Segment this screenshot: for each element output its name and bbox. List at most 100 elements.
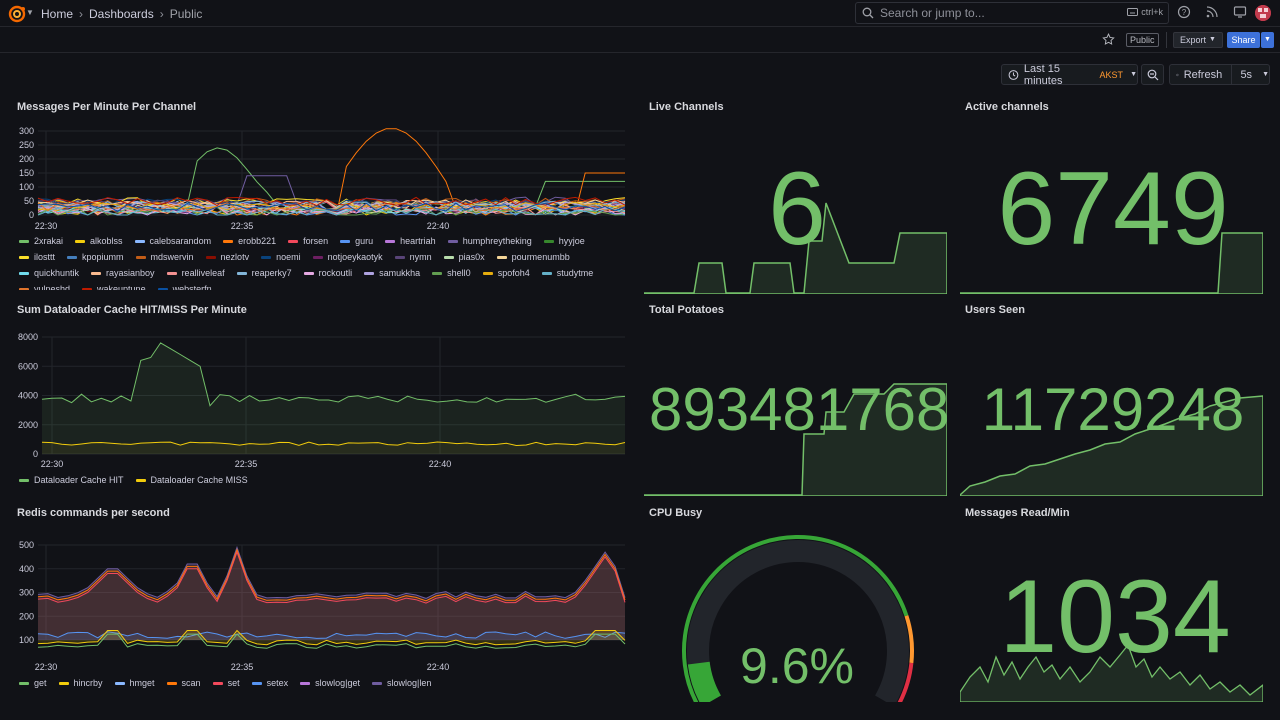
- gauge-track: [687, 540, 909, 702]
- legend-item[interactable]: spofoh4: [482, 267, 530, 280]
- zoom-out-button[interactable]: [1141, 64, 1164, 85]
- legend-swatch: [543, 240, 554, 243]
- grafana-logo-icon[interactable]: [8, 5, 26, 23]
- legend-item[interactable]: notjoeykaotyk: [312, 251, 383, 264]
- legend-item[interactable]: rockoutli: [303, 267, 353, 280]
- legend-item[interactable]: erobb221: [223, 235, 276, 248]
- legend-item[interactable]: forsen: [288, 235, 328, 248]
- panel-title: Live Channels: [649, 101, 724, 113]
- breadcrumb-dashboards[interactable]: Dashboards: [89, 7, 154, 21]
- legend-swatch: [288, 240, 299, 243]
- gauge-value-arc: [687, 661, 722, 702]
- legend-label: spofoh4: [497, 268, 530, 278]
- legend-swatch: [541, 272, 552, 275]
- legend-swatch: [432, 272, 443, 275]
- search-bar[interactable]: Search or jump to... ctrl+k: [855, 2, 1169, 24]
- breadcrumb-separator-icon: ›: [79, 7, 84, 21]
- export-button[interactable]: Export ▼: [1173, 32, 1223, 48]
- legend-item[interactable]: set: [212, 677, 240, 690]
- legend-item[interactable]: mdswervin: [135, 251, 194, 264]
- kiosk-icon[interactable]: [1233, 5, 1247, 19]
- legend-label: setex: [266, 678, 289, 688]
- breadcrumb: Home › Dashboards › Public: [41, 7, 202, 21]
- legend-item[interactable]: nezlotv: [205, 251, 249, 264]
- legend-item[interactable]: get: [19, 677, 47, 690]
- series-line: [37, 633, 626, 649]
- legend-item[interactable]: alkoblss: [75, 235, 123, 248]
- refresh-icon[interactable]: [1176, 69, 1179, 81]
- legend-item[interactable]: studytme: [541, 267, 593, 280]
- x-tick-label: 22:35: [235, 459, 258, 469]
- legend-label: heartriah: [400, 236, 436, 246]
- legend-label: slowlog|len: [386, 678, 432, 688]
- series-line: [37, 629, 626, 646]
- user-avatar[interactable]: [1255, 5, 1271, 21]
- legend-item[interactable]: guru: [340, 235, 373, 248]
- legend-item[interactable]: setex: [251, 677, 289, 690]
- legend-item[interactable]: vulpeshd: [19, 283, 70, 290]
- legend-item[interactable]: hmget: [114, 677, 155, 690]
- share-button[interactable]: Share: [1227, 32, 1260, 48]
- legend-swatch: [371, 682, 382, 685]
- share-options-button[interactable]: ▼: [1261, 32, 1274, 48]
- legend-item[interactable]: heartriah: [385, 235, 436, 248]
- legend-label: rockoutli: [318, 268, 353, 278]
- legend-item[interactable]: hyyjoe: [543, 235, 585, 248]
- legend-item[interactable]: kpopiumm: [67, 251, 124, 264]
- refresh-label[interactable]: Refresh: [1183, 68, 1223, 81]
- y-tick-label: 2000: [18, 420, 38, 430]
- refresh-picker[interactable]: Refresh 5s ▼: [1169, 64, 1270, 85]
- search-shortcut: ctrl+k: [1127, 7, 1163, 17]
- live-channels-value: 6: [768, 151, 826, 267]
- legend-item[interactable]: scan: [166, 677, 201, 690]
- legend-item[interactable]: nymn: [394, 251, 432, 264]
- legend-label: reaperky7: [251, 268, 292, 278]
- legend-item[interactable]: Dataloader Cache MISS: [135, 474, 248, 487]
- legend-label: vulpeshd: [34, 284, 71, 290]
- legend-item[interactable]: websterfn: [157, 283, 212, 290]
- legend-item[interactable]: slowlog|get: [300, 677, 360, 690]
- legend-item[interactable]: wakeuptune: [82, 283, 146, 290]
- legend-item[interactable]: quickhuntik: [19, 267, 79, 280]
- legend-label: shell0: [447, 268, 471, 278]
- legend-item[interactable]: hincrby: [58, 677, 103, 690]
- legend-swatch: [19, 682, 29, 685]
- legend-swatch: [261, 256, 272, 259]
- legend-item[interactable]: humphreytheking: [447, 235, 532, 248]
- legend-item[interactable]: realliveleaf: [166, 267, 225, 280]
- news-icon[interactable]: [1205, 5, 1219, 19]
- legend-item[interactable]: shell0: [432, 267, 471, 280]
- legend-label: erobb221: [238, 236, 277, 246]
- series-line: [37, 196, 626, 207]
- legend-item[interactable]: pias0x: [443, 251, 485, 264]
- legend-item[interactable]: pourmenumbb: [496, 251, 570, 264]
- legend-item[interactable]: rayasianboy: [91, 267, 155, 280]
- legend-item[interactable]: calebsarandom: [134, 235, 211, 248]
- series-line: [37, 202, 626, 212]
- logo-chevron-down-icon[interactable]: ▼: [26, 8, 34, 17]
- legend-label: slowlog|get: [315, 678, 360, 688]
- legend-swatch: [300, 682, 311, 685]
- legend-item[interactable]: samukkha: [364, 267, 420, 280]
- legend-item[interactable]: noemi: [261, 251, 301, 264]
- time-range-picker[interactable]: Last 15 minutes AKST ▼: [1001, 62, 1138, 87]
- active-channels-sparkline: [960, 232, 1263, 294]
- legend-label: notjoeykaotyk: [327, 252, 383, 262]
- legend-swatch: [19, 240, 29, 243]
- live-channels-sparkline: [644, 202, 947, 294]
- legend-label: mdswervin: [150, 252, 194, 262]
- help-icon[interactable]: ?: [1177, 5, 1191, 19]
- legend-item[interactable]: Dataloader Cache HIT: [19, 474, 124, 487]
- legend-item[interactable]: reaperky7: [236, 267, 292, 280]
- legend-label: Dataloader Cache HIT: [34, 475, 124, 485]
- series-line: [37, 550, 626, 604]
- legend-item[interactable]: slowlog|len: [371, 677, 432, 690]
- breadcrumb-home[interactable]: Home: [41, 7, 74, 21]
- y-tick-label: 250: [19, 140, 34, 150]
- panel-title: CPU Busy: [649, 507, 703, 519]
- legend-item[interactable]: 2xrakai: [19, 235, 63, 248]
- refresh-interval[interactable]: 5s: [1240, 68, 1253, 81]
- star-icon[interactable]: [1102, 33, 1115, 46]
- time-range-label: Last 15 minutes: [1023, 62, 1063, 87]
- legend-item[interactable]: ilosttt: [19, 251, 55, 264]
